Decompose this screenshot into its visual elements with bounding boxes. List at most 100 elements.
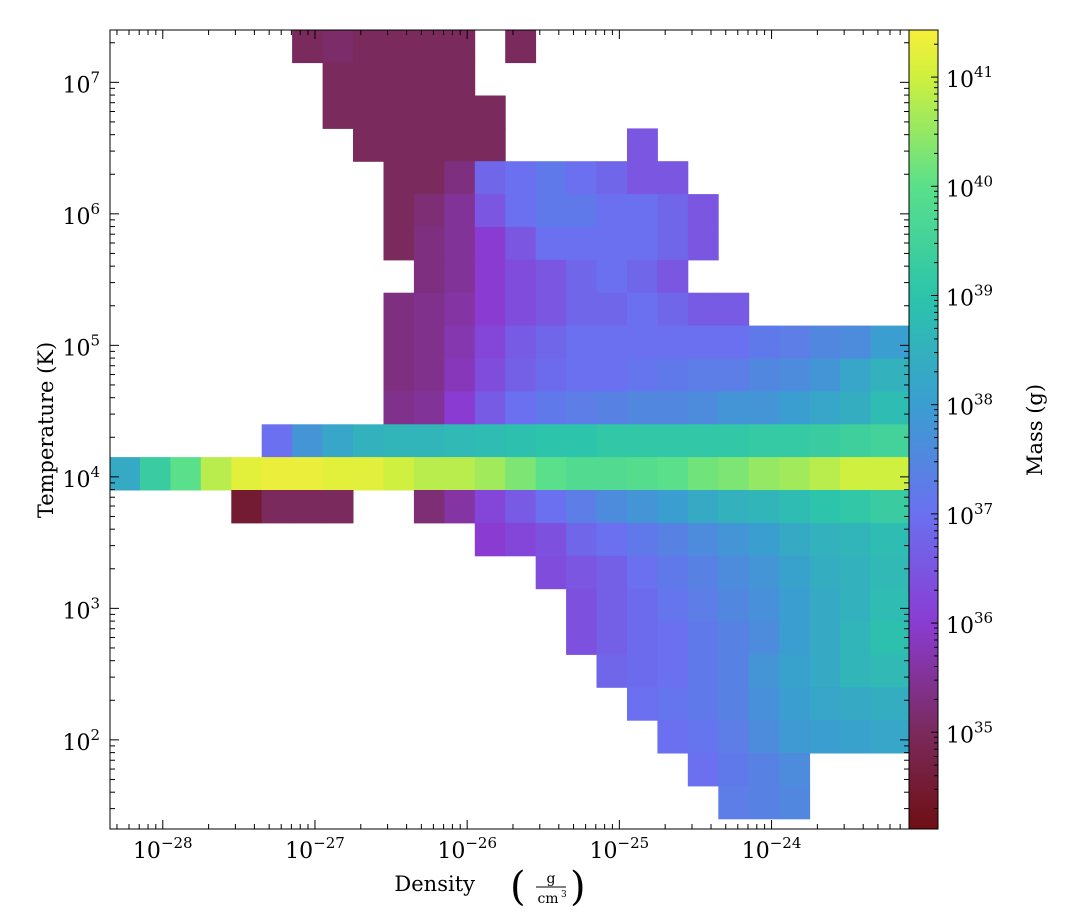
tick-label-exponent: −25 <box>618 834 650 852</box>
heatmap-cell <box>383 325 415 359</box>
heatmap-cell <box>566 621 597 655</box>
heatmap-cell <box>474 457 506 491</box>
heatmap-cell <box>596 259 628 294</box>
x-axis-unit: ( g cm 3 ) <box>510 864 586 910</box>
heatmap-cell <box>596 358 628 392</box>
heatmap-cell <box>627 391 658 425</box>
heatmap-cell <box>292 30 323 64</box>
heatmap-cell <box>718 753 750 787</box>
heatmap-cell <box>748 325 780 359</box>
heatmap-cell <box>748 654 780 688</box>
heatmap-cell <box>900 555 909 590</box>
heatmap-cell <box>474 391 506 425</box>
heatmap-cell <box>413 259 445 294</box>
tick-label-exponent: 35 <box>974 718 993 736</box>
heatmap-cell <box>627 522 658 557</box>
heatmap-cell <box>413 227 445 261</box>
heatmap-cell <box>535 555 567 590</box>
heatmap-cell <box>413 95 445 129</box>
tick-label-exponent: 2 <box>90 726 100 744</box>
heatmap-cell <box>627 358 658 392</box>
heatmap-cell <box>627 457 658 491</box>
heatmap-cell <box>627 621 658 655</box>
heatmap-cell <box>657 720 689 754</box>
heatmap-cell <box>505 424 537 458</box>
heatmap-cell <box>840 555 871 590</box>
tick-label-base: 10 <box>946 396 974 421</box>
heatmap-cell <box>687 687 719 721</box>
heatmap-cell <box>383 128 415 162</box>
colorbar-tick-label: 1039 <box>946 281 993 311</box>
x-tick-label: 10−28 <box>133 834 193 864</box>
heatmap-cell <box>718 720 750 754</box>
heatmap-cell <box>596 522 628 557</box>
heatmap-cell <box>535 194 567 228</box>
heatmap-cell <box>535 358 567 392</box>
heatmap-cell <box>687 555 719 590</box>
heatmap-cell <box>687 325 719 359</box>
heatmap-cell <box>535 490 567 524</box>
heatmap-cell <box>748 588 780 622</box>
heatmap-cell <box>809 522 841 557</box>
heatmap-cell <box>444 325 476 359</box>
heatmap-cell <box>748 391 780 425</box>
heatmap-cell <box>779 785 811 820</box>
heatmap-cell <box>535 161 567 195</box>
y-tick-label: 105 <box>62 331 100 361</box>
heatmap-cell <box>779 325 811 359</box>
heatmap-cell <box>627 259 658 294</box>
heatmap-cell <box>718 687 750 721</box>
heatmap-cell <box>657 424 689 458</box>
x-unit-denominator: cm <box>537 891 558 907</box>
heatmap-cell <box>657 621 689 655</box>
heatmap-cell <box>383 424 415 458</box>
heatmap-cell <box>718 654 750 688</box>
heatmap-cell <box>627 194 658 228</box>
tick-label-base: 10 <box>62 599 90 624</box>
heatmap-cell <box>870 522 902 557</box>
heatmap-cell <box>322 490 354 524</box>
tick-label-base: 10 <box>946 177 974 202</box>
heatmap-cell <box>566 424 597 458</box>
heatmap-cell <box>353 424 384 458</box>
heatmap-cell <box>718 358 750 392</box>
heatmap-cell <box>718 588 750 622</box>
heatmap-cell <box>505 325 537 359</box>
heatmap-cell <box>779 555 811 590</box>
tick-label-exponent: −26 <box>465 834 497 852</box>
heatmap-cell <box>535 292 567 327</box>
heatmap-cell <box>779 588 811 622</box>
heatmap-cell <box>413 161 445 195</box>
heatmap-cell <box>413 325 445 359</box>
heatmap-cell <box>840 687 871 721</box>
heatmap-cell <box>566 292 597 327</box>
heatmap-cell <box>231 490 263 524</box>
heatmap-cell <box>870 424 902 458</box>
heatmap-cell <box>505 490 537 524</box>
tick-label-exponent: 38 <box>974 391 993 409</box>
heatmap-cell <box>718 621 750 655</box>
heatmap-cell <box>779 424 811 458</box>
y-tick-label: 106 <box>62 200 100 230</box>
heatmap-cell <box>413 358 445 392</box>
heatmap-cell <box>748 720 780 754</box>
tick-label-base: 10 <box>62 205 90 230</box>
heatmap-cell <box>718 457 750 491</box>
heatmap-cell <box>535 227 567 261</box>
tick-labels: 10−28 10−27 10−26 10−25 10−24102103104105106… <box>62 63 993 864</box>
heatmap-cell <box>809 555 841 590</box>
tick-label-exponent: 3 <box>90 594 100 612</box>
heatmap-cell <box>353 457 384 491</box>
colorbar-tick-label: 1041 <box>946 63 993 93</box>
heatmap-cell <box>474 128 506 162</box>
heatmap-cell <box>535 259 567 294</box>
x-unit-open-paren: ( <box>510 864 526 910</box>
heatmap-cell <box>657 687 689 721</box>
heatmap-cell <box>596 194 628 228</box>
tick-label-base: 10 <box>437 839 465 864</box>
heatmap-cell <box>596 325 628 359</box>
heatmap-cell <box>292 490 323 524</box>
heatmap-cell <box>535 457 567 491</box>
tick-label-base: 10 <box>946 614 974 639</box>
